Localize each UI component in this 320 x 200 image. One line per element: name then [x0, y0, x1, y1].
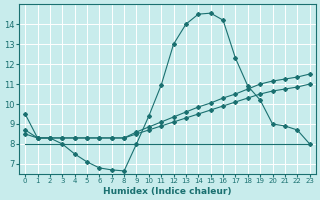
X-axis label: Humidex (Indice chaleur): Humidex (Indice chaleur) — [103, 187, 232, 196]
